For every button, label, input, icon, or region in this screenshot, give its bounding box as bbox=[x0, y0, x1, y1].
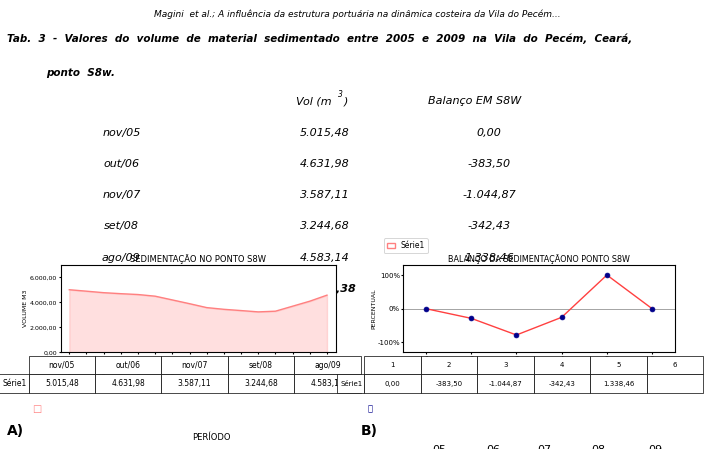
Text: out/06: out/06 bbox=[104, 159, 139, 169]
Text: set/08: set/08 bbox=[104, 221, 139, 231]
Text: Vol (m: Vol (m bbox=[296, 97, 332, 106]
Text: ponto  S8w.: ponto S8w. bbox=[46, 68, 116, 78]
Text: 4.583,14: 4.583,14 bbox=[300, 253, 350, 263]
Text: -342,43: -342,43 bbox=[468, 221, 511, 231]
Text: Balanço EM S8W: Balanço EM S8W bbox=[428, 97, 522, 106]
Text: 1.338,46: 1.338,46 bbox=[464, 253, 514, 263]
Text: 09: 09 bbox=[649, 445, 663, 449]
Text: 21.062,38: 21.062,38 bbox=[293, 284, 356, 294]
Title: BALANÇO DA SEDIMENTAÇÃONO PONTO S8W: BALANÇO DA SEDIMENTAÇÃONO PONTO S8W bbox=[448, 254, 630, 264]
Text: 3.587,11: 3.587,11 bbox=[300, 190, 350, 200]
Text: PERÍODO: PERÍODO bbox=[192, 433, 231, 442]
Y-axis label: PERCENTUAL: PERCENTUAL bbox=[371, 288, 376, 329]
Text: 06: 06 bbox=[486, 445, 500, 449]
Text: nov/07: nov/07 bbox=[102, 190, 141, 200]
Text: ): ) bbox=[343, 97, 348, 106]
Text: B): B) bbox=[361, 424, 378, 438]
Text: ⬥: ⬥ bbox=[368, 405, 373, 414]
Text: A): A) bbox=[7, 424, 24, 438]
Text: ago/09: ago/09 bbox=[102, 253, 141, 263]
Y-axis label: VOLUME M3: VOLUME M3 bbox=[24, 290, 29, 327]
Text: 0,00: 0,00 bbox=[477, 128, 501, 138]
Title: SEDIMENTAÇÃO NO PONTO S8W: SEDIMENTAÇÃO NO PONTO S8W bbox=[130, 254, 266, 264]
Text: 5.015,48: 5.015,48 bbox=[300, 128, 350, 138]
Text: 4.631,98: 4.631,98 bbox=[300, 159, 350, 169]
Text: Magini  et al.; A influência da estrutura portuária na dinâmica costeira da Vila: Magini et al.; A influência da estrutura… bbox=[154, 10, 560, 19]
Text: 05: 05 bbox=[432, 445, 446, 449]
Text: 07: 07 bbox=[537, 445, 551, 449]
Text: Tab.  3  -  Valores  do  volume  de  material  sedimentado  entre  2005  e  2009: Tab. 3 - Valores do volume de material s… bbox=[7, 34, 633, 44]
Text: 3: 3 bbox=[338, 90, 343, 99]
Legend: Série1: Série1 bbox=[384, 238, 428, 253]
Text: -1.044,87: -1.044,87 bbox=[462, 190, 516, 200]
Text: TOTAL: TOTAL bbox=[101, 284, 141, 294]
Text: 08: 08 bbox=[591, 445, 605, 449]
Text: - 432,34: - 432,34 bbox=[463, 284, 515, 294]
Text: 3.244,68: 3.244,68 bbox=[300, 221, 350, 231]
Text: nov/05: nov/05 bbox=[102, 128, 141, 138]
Text: □: □ bbox=[32, 404, 41, 414]
Text: -383,50: -383,50 bbox=[468, 159, 511, 169]
